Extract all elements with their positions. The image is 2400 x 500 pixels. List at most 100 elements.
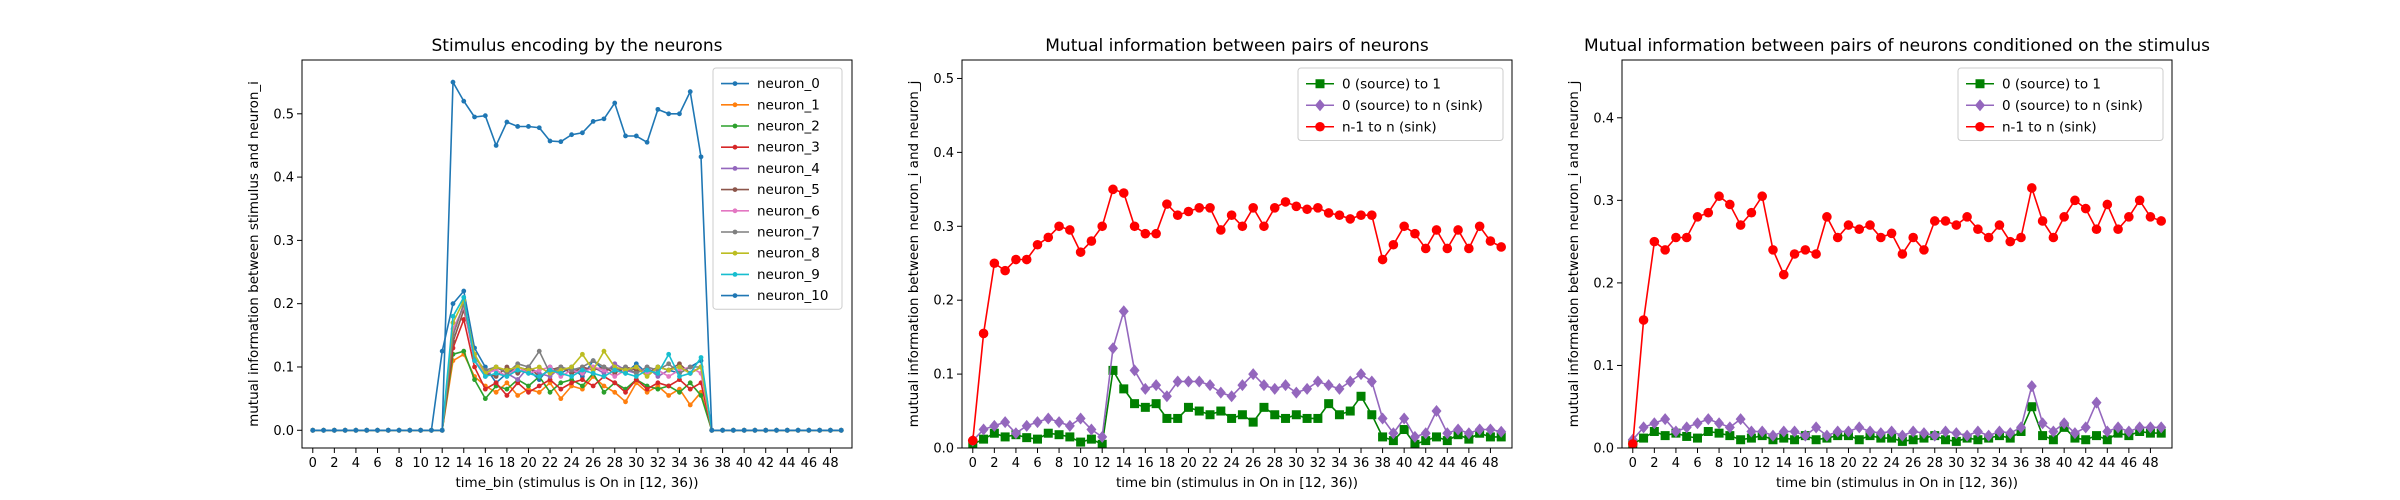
data-point: [1660, 431, 1670, 441]
data-point: [687, 89, 693, 95]
legend-entry: 0 (source) to n (sink): [1306, 98, 1483, 114]
data-point: [407, 427, 413, 433]
legend-swatch-marker: [732, 123, 738, 129]
data-point: [1983, 429, 1994, 442]
data-point: [472, 377, 477, 383]
x-tick-label: 14: [1775, 456, 1792, 471]
data-point: [644, 139, 650, 145]
legend-swatch-marker: [1315, 121, 1325, 132]
data-point: [817, 427, 823, 433]
data-point: [601, 383, 607, 389]
legend-swatch-marker: [732, 208, 738, 214]
y-axis-label: mutual information between neuron_i and …: [1566, 81, 1582, 428]
data-point: [579, 383, 585, 389]
data-point: [1453, 225, 1463, 235]
data-point: [1259, 221, 1269, 232]
x-axis-label: time bin (stimulus in On in [12, 36)): [1776, 475, 2018, 491]
data-point: [472, 364, 477, 370]
x-tick-label: 10: [1072, 456, 1089, 471]
x-tick-label: 10: [412, 456, 429, 471]
data-point: [321, 427, 326, 433]
x-tick-label: 48: [822, 456, 839, 471]
y-tick-label: 0.4: [1593, 111, 1614, 126]
data-point: [1681, 421, 1692, 434]
data-point: [1638, 315, 1649, 325]
data-point: [1897, 429, 1908, 442]
data-point: [2156, 421, 2167, 434]
data-point: [1692, 417, 1703, 430]
data-point: [1302, 204, 1312, 215]
data-point: [385, 427, 391, 433]
data-point: [601, 364, 607, 370]
data-point: [601, 389, 607, 395]
data-point: [1097, 221, 1107, 232]
x-tick-label: 16: [1797, 456, 1814, 471]
data-point: [1736, 435, 1746, 445]
data-point: [623, 399, 628, 405]
x-tick-label: 2: [990, 456, 998, 471]
series-line: [312, 353, 842, 432]
data-point: [1789, 425, 1800, 438]
data-point: [2080, 421, 2091, 434]
data-point: [601, 116, 607, 122]
data-point: [1323, 208, 1334, 218]
data-point: [1496, 242, 1507, 252]
series-line: [312, 300, 842, 432]
data-point: [1897, 249, 1908, 259]
legend-entry: neuron_3: [721, 140, 820, 156]
data-point: [1226, 210, 1237, 220]
data-point: [1194, 406, 1204, 416]
legend-label: neuron_2: [757, 119, 820, 135]
data-point: [1811, 435, 1821, 445]
x-tick-label: 48: [1482, 456, 1499, 471]
x-tick-label: 16: [1137, 456, 1154, 471]
data-point: [1291, 201, 1302, 212]
data-point: [978, 328, 989, 339]
data-point: [1227, 413, 1237, 423]
legend-label: neuron_6: [757, 203, 820, 219]
y-tick-label: 0.3: [273, 234, 294, 249]
data-point: [1735, 220, 1746, 230]
data-point: [2037, 216, 2048, 226]
series-neuron-9: [310, 294, 844, 433]
data-point: [1172, 375, 1183, 388]
data-point: [989, 428, 999, 438]
x-tick-label: 28: [606, 456, 623, 471]
data-point: [1908, 232, 1918, 243]
legend-label: neuron_3: [757, 140, 820, 156]
x-tick-label: 22: [542, 456, 559, 471]
series-n-1-to-n-sink: [967, 184, 1507, 446]
data-point: [1409, 430, 1420, 443]
data-point: [590, 383, 596, 389]
data-point: [558, 139, 564, 145]
data-point: [504, 393, 510, 398]
data-point: [1410, 439, 1420, 448]
data-point: [666, 374, 672, 379]
data-point: [1757, 425, 1768, 438]
y-tick-label: 0.3: [1593, 194, 1614, 209]
data-point: [1334, 410, 1344, 420]
legend-box: [1957, 67, 2164, 141]
legend-entry: neuron_10: [721, 288, 828, 304]
data-point: [1496, 425, 1507, 438]
data-point: [2059, 212, 2069, 222]
data-point: [1779, 433, 1789, 443]
data-point: [1377, 254, 1388, 265]
x-tick-label: 36: [1353, 456, 1370, 471]
data-point: [2145, 212, 2156, 222]
data-point: [504, 374, 510, 379]
data-point: [1463, 427, 1474, 440]
legend-entry: neuron_5: [721, 182, 820, 198]
chart-panel-pairwise-mi: Mutual information between pairs of neur…: [906, 36, 1513, 491]
series-line: [312, 307, 842, 432]
x-tick-label: 42: [757, 456, 774, 471]
x-tick-label: 42: [1417, 456, 1434, 471]
data-point: [1638, 421, 1649, 434]
data-point: [1941, 435, 1951, 445]
data-point: [1811, 421, 1822, 434]
data-point: [666, 367, 672, 373]
data-point: [1388, 239, 1399, 250]
data-point: [2081, 435, 2091, 445]
data-point: [1011, 254, 1021, 265]
x-tick-label: 46: [1461, 456, 1478, 471]
